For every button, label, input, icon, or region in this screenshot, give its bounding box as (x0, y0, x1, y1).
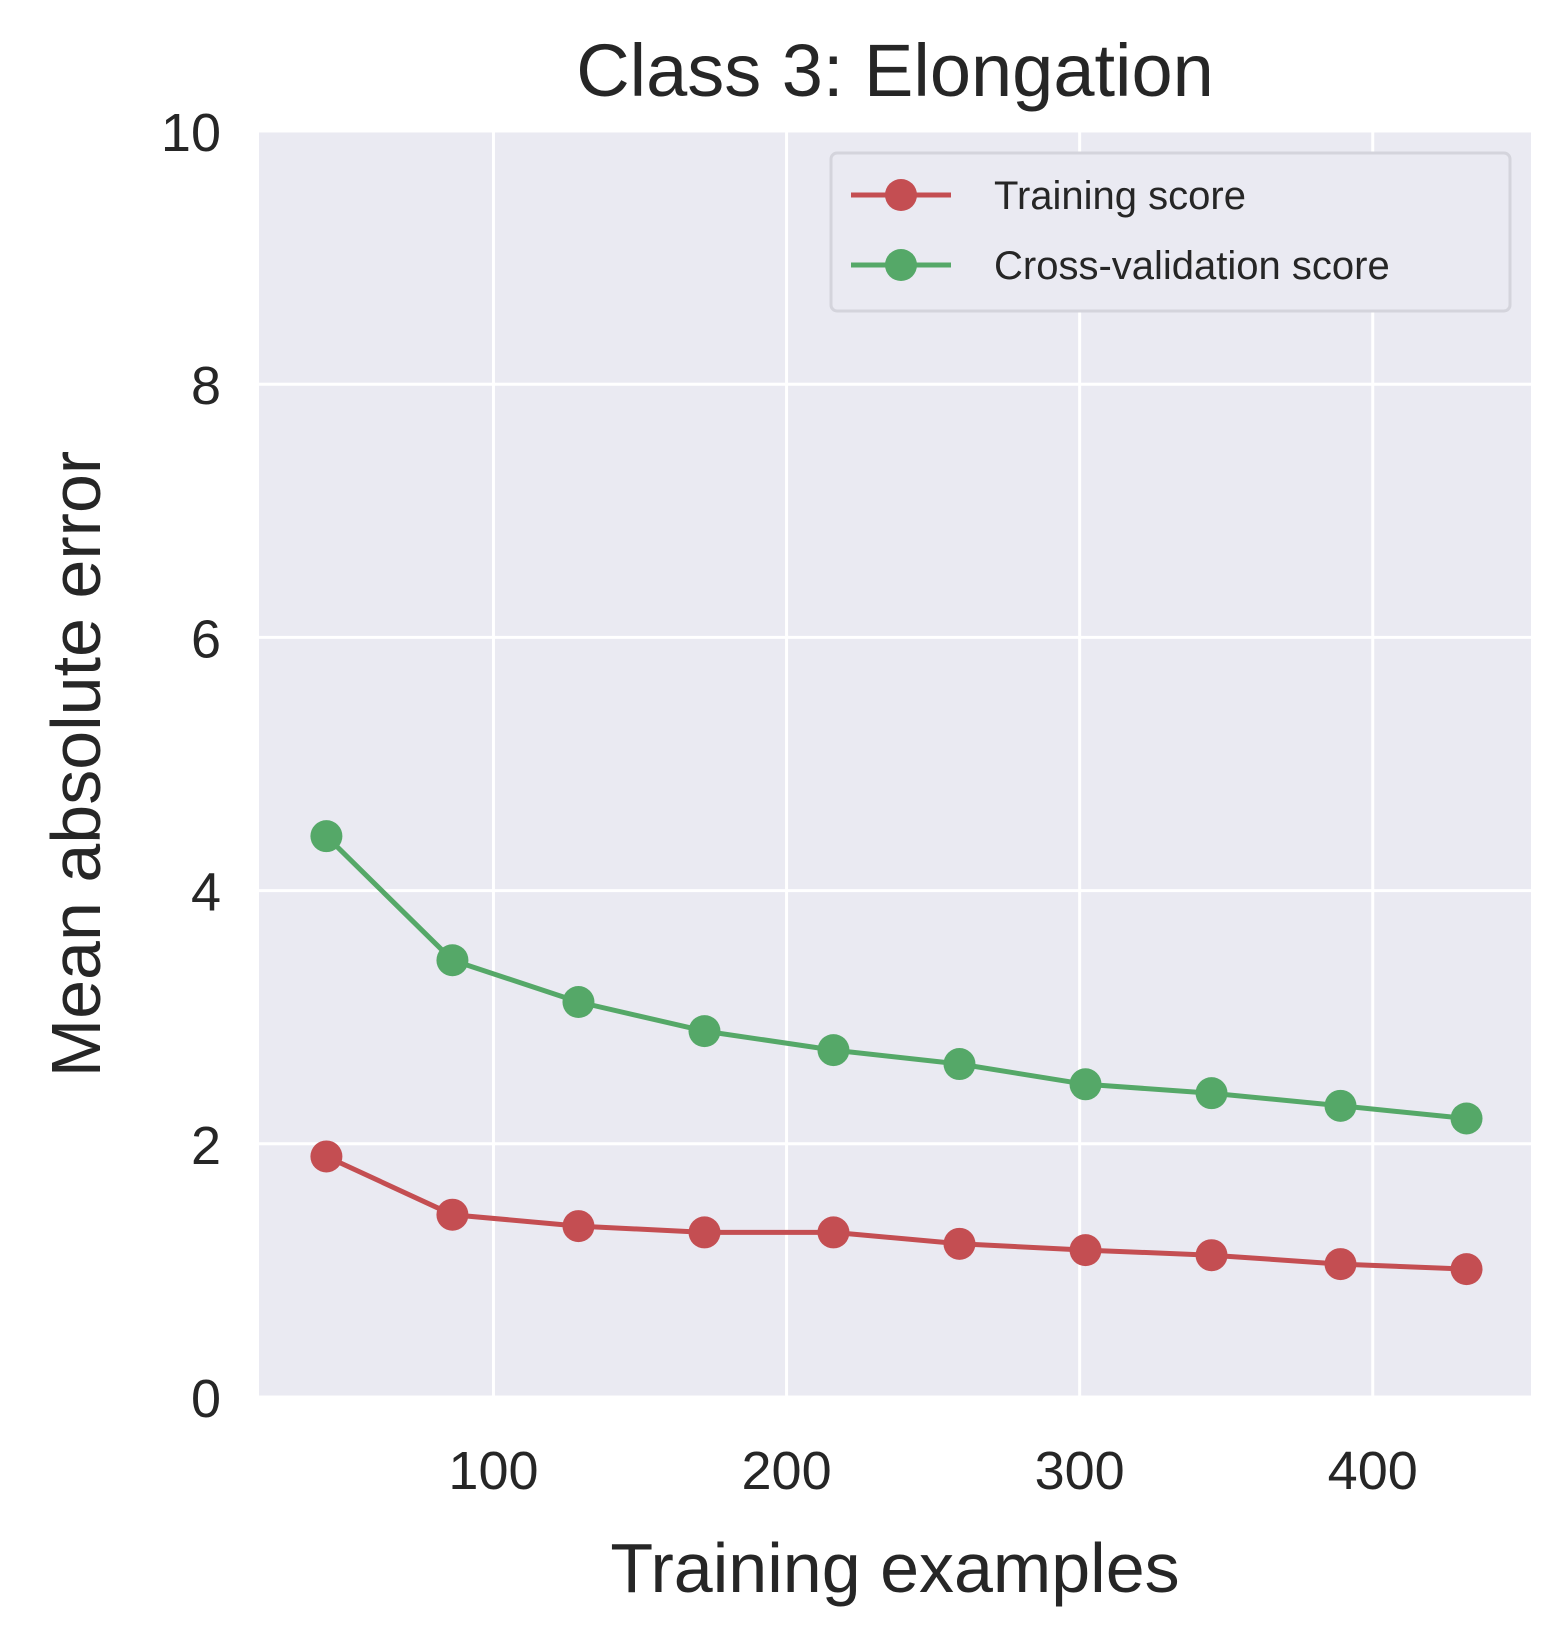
x-tick-label: 100 (448, 1441, 538, 1501)
data-point (1324, 1089, 1357, 1122)
legend-marker-cross-validation (885, 249, 917, 281)
data-point (1195, 1077, 1228, 1110)
data-point (310, 820, 343, 853)
data-point (1069, 1068, 1102, 1101)
tick-labels: 100 200 300 400 0 2 4 6 8 10 (161, 103, 1418, 1501)
x-tick-label: 300 (1035, 1441, 1125, 1501)
legend-label-cross-validation: Cross-validation score (994, 244, 1390, 288)
data-point (310, 1140, 343, 1173)
data-point (562, 1210, 595, 1243)
y-axis-label: Mean absolute error (37, 451, 115, 1077)
series-line-1 (323, 833, 1469, 1121)
data-point (817, 1216, 850, 1249)
data-point (436, 944, 469, 977)
series-layer (310, 820, 1483, 1286)
y-tick-label: 6 (191, 609, 221, 669)
x-tick-label: 200 (742, 1441, 832, 1501)
y-tick-label: 10 (161, 103, 221, 163)
data-point (943, 1048, 976, 1081)
data-point (817, 1034, 850, 1067)
plot-area (259, 131, 1531, 1397)
data-point (1324, 1248, 1357, 1281)
series-line-0 (323, 1154, 1469, 1272)
data-point (1069, 1234, 1102, 1267)
data-point (1450, 1102, 1483, 1135)
data-point (1450, 1253, 1483, 1286)
y-tick-label: 0 (191, 1369, 221, 1429)
legend: Training score Cross-validation score (829, 151, 1512, 313)
x-tick-label: 400 (1328, 1441, 1418, 1501)
data-point (562, 986, 595, 1019)
grid-lines (259, 129, 1531, 1399)
data-point (436, 1198, 469, 1231)
y-tick-label: 4 (191, 863, 221, 923)
x-axis-label: Training examples (610, 1529, 1179, 1607)
legend-label-training: Training score (994, 174, 1246, 218)
chart-title: Class 3: Elongation (576, 29, 1214, 112)
data-point (943, 1227, 976, 1260)
legend-box (829, 151, 1512, 313)
y-tick-label: 2 (191, 1116, 221, 1176)
data-point (688, 1015, 721, 1048)
legend-marker-training (885, 179, 917, 211)
y-tick-label: 8 (191, 356, 221, 416)
data-point (1195, 1239, 1228, 1272)
data-point (688, 1216, 721, 1249)
